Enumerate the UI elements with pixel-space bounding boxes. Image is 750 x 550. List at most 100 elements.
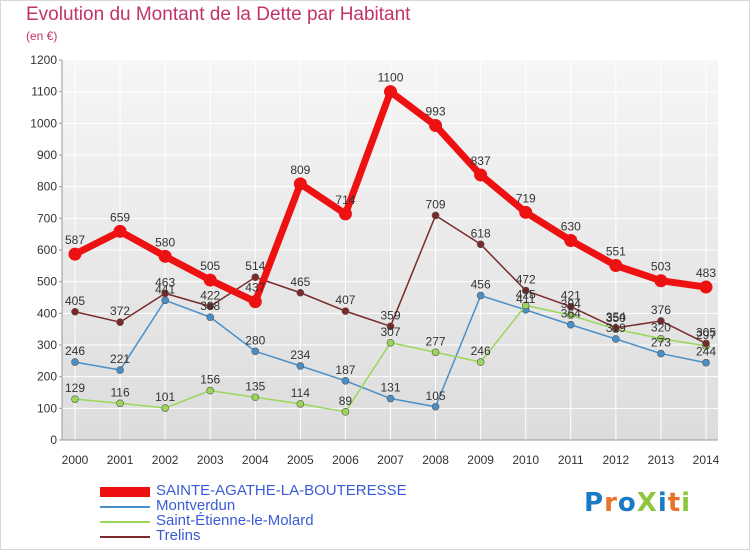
data-point [203,273,217,287]
data-label: 105 [426,389,446,403]
data-point [386,394,395,403]
data-point [384,85,397,99]
y-tick-label: 300 [37,338,57,352]
legend-swatch [100,536,150,538]
y-tick-label: 400 [37,306,57,320]
logo-letter: r [604,488,618,518]
data-point [476,291,485,300]
data-label: 483 [696,266,716,280]
data-label: 505 [200,259,220,273]
data-label: 114 [291,386,310,400]
data-label: 129 [65,381,85,395]
data-point [386,322,395,331]
data-label: 319 [606,321,626,335]
data-label: 465 [290,275,310,289]
data-label: 709 [426,197,446,211]
x-tick-label: 2009 [467,453,494,467]
data-labels: 246 221 441 388 280 234 187 131 105 456 411 364 319 2… [65,71,716,408]
data-point [251,347,260,356]
data-point [612,335,620,343]
data-label: 463 [155,275,175,289]
legend-label: SAINTE-AGATHE-LA-BOUTERESSE [156,482,407,499]
data-point [566,320,575,329]
data-label: 101 [155,390,175,404]
data-point [657,317,665,325]
y-tick-label: 900 [37,148,57,162]
logo-letter: i [657,488,668,518]
data-label: 618 [471,226,491,240]
legend-item: Montverdun [100,497,430,514]
data-point [71,395,79,403]
data-label: 425 [516,287,536,301]
data-label: 320 [651,321,671,335]
data-label: 305 [696,325,716,339]
data-label: 587 [65,233,85,247]
data-label: 246 [65,344,85,358]
y-tick-label: 800 [37,180,57,194]
x-tick-label: 2003 [197,453,224,467]
data-label: 437 [245,281,265,295]
data-point [296,400,305,408]
data-point [654,274,668,288]
data-point [116,366,124,374]
y-tick-label: 100 [37,401,57,415]
y-tick-label: 0 [50,433,57,447]
legend: SAINTE-AGATHE-LA-BOUTERESSE Montverdun Sai… [100,482,430,544]
logo-letter: o [617,488,637,518]
data-label: 422 [200,288,220,302]
data-point [161,289,169,298]
data-label: 1100 [378,71,404,85]
y-tick-label: 700 [37,211,57,225]
data-point [161,404,169,412]
logo-letter: i [681,488,692,518]
x-tick-label: 2004 [242,453,269,467]
data-label: 350 [606,311,626,325]
data-label: 993 [426,105,446,119]
data-label: 809 [290,163,310,177]
data-label: 407 [335,293,355,307]
x-tick-label: 2001 [107,453,134,467]
data-point [657,334,665,343]
data-label: 297 [696,328,716,342]
data-point [476,358,485,366]
data-point [71,358,79,366]
x-tick-label: 2011 [558,453,584,467]
data-label: 719 [516,191,536,205]
data-point [251,393,260,402]
data-point [251,273,260,282]
data-label: 277 [426,334,446,348]
data-label: 280 [245,333,265,347]
legend-swatch [100,487,150,497]
data-point [429,119,443,133]
data-label: 354 [606,310,626,324]
data-label: 837 [471,154,491,168]
data-point [341,307,350,315]
data-point [476,240,485,249]
data-point [161,296,169,305]
x-tick-label: 2008 [422,453,449,467]
legend-swatch [100,506,150,508]
data-label: 156 [200,373,220,387]
data-label: 135 [245,379,265,393]
data-label: 131 [380,381,400,395]
data-point [293,177,307,191]
data-point [564,234,578,247]
data-point [296,288,305,297]
data-point [206,302,215,311]
data-point [431,211,440,220]
data-point [699,280,713,294]
data-point [116,318,124,327]
data-point [474,168,488,182]
data-point [702,358,710,367]
data-label: 714 [335,193,355,207]
data-label: 456 [471,278,491,292]
data-label: 221 [110,352,130,366]
x-tick-label: 2006 [332,453,359,467]
data-label: 273 [651,336,671,350]
y-tick-label: 1100 [31,85,57,99]
x-tick-label: 2013 [648,453,675,467]
data-label: 246 [471,344,491,358]
data-point [566,311,575,320]
data-point [519,205,533,219]
series-1 [71,291,710,411]
